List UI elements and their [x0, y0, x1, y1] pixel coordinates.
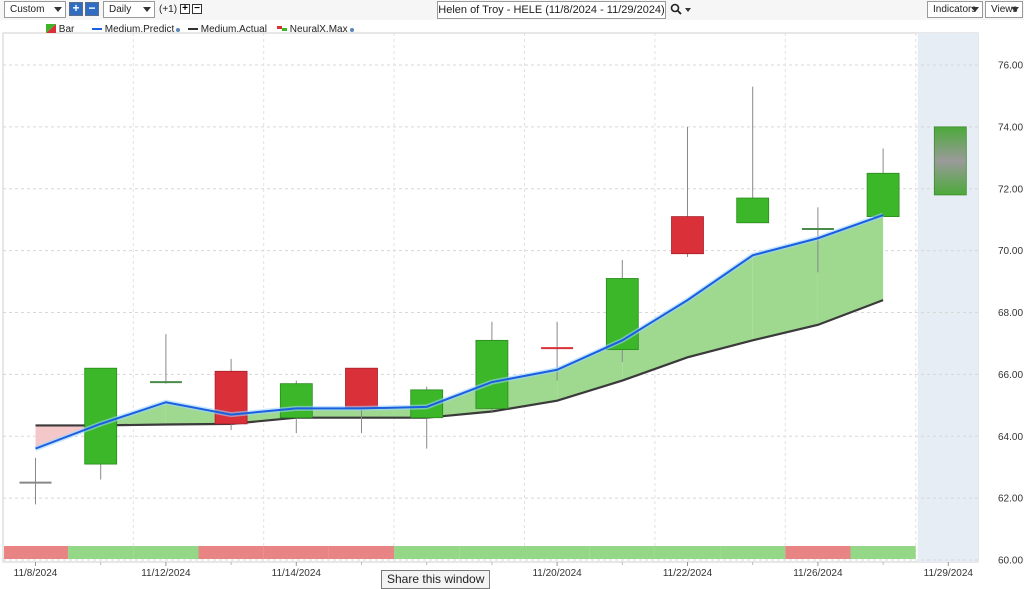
signal-segment-up	[459, 546, 525, 559]
y-tick-label: 74.00	[998, 122, 1023, 133]
indicators-label: Indicators	[933, 4, 977, 15]
search-dropdown-icon[interactable]	[685, 8, 691, 12]
signal-segment-up	[394, 546, 460, 559]
x-tick-label: 11/8/2024	[14, 568, 58, 579]
share-window-tooltip: Share this window	[381, 570, 491, 589]
legend-item-medium-actual[interactable]: Medium.Actual	[188, 24, 267, 36]
prediction-band	[817, 215, 884, 325]
signal-segment-up	[133, 546, 199, 559]
range-select[interactable]: Custom	[4, 1, 66, 18]
forecast-range-bar	[933, 126, 967, 196]
medium-predict-line	[35, 214, 884, 450]
y-tick-label: 68.00	[998, 308, 1023, 319]
legend-label: NeuralX.Max	[289, 24, 348, 35]
x-tick-label: 11/29/2024	[924, 568, 974, 579]
chevron-down-icon	[1011, 7, 1019, 12]
signal-segment-down	[198, 546, 264, 559]
candle-down	[345, 367, 378, 409]
prediction-band	[687, 255, 753, 358]
x-tick-label: 11/26/2024	[793, 568, 843, 579]
offset-increase-button[interactable]: +	[180, 4, 190, 14]
chart-title-field[interactable]: Helen of Troy - HELE (11/8/2024 - 11/29/…	[437, 1, 666, 19]
search-icon[interactable]	[670, 3, 682, 15]
forecast-region	[917, 33, 978, 562]
chevron-down-icon	[143, 7, 151, 12]
signal-segment-down	[328, 546, 395, 559]
signal-segment-down	[785, 546, 851, 559]
period-select-value: Daily	[109, 4, 132, 15]
views-button[interactable]: Views	[985, 1, 1023, 18]
line-legend-icon	[188, 28, 198, 30]
tooltip-text: Share this window	[387, 572, 485, 586]
legend-label: Medium.Actual	[200, 24, 267, 35]
x-tick-label: 11/22/2024	[663, 568, 713, 579]
legend-item-neuralx-max[interactable]: NeuralX.Max	[277, 24, 354, 36]
minus-icon: −	[194, 3, 200, 14]
x-tick-label: 11/20/2024	[532, 568, 582, 579]
signal-segment-up	[524, 546, 590, 559]
legend-item-bar[interactable]: Bar	[46, 24, 74, 36]
y-tick-label: 66.00	[998, 370, 1023, 381]
chart-title: Helen of Troy - HELE (11/8/2024 - 11/29/…	[438, 4, 665, 16]
bar-legend-icon	[46, 24, 56, 33]
zoom-in-button[interactable]: +	[69, 2, 83, 16]
legend-item-medium-predict[interactable]: Medium.Predict	[92, 24, 181, 36]
chevron-down-icon	[54, 7, 62, 12]
plus-icon: +	[182, 3, 188, 14]
offset-decrease-button[interactable]: −	[192, 4, 202, 14]
signal-segment-up	[68, 546, 134, 559]
y-tick-label: 70.00	[998, 246, 1023, 257]
line-legend-icon	[92, 28, 102, 30]
signal-segment-down	[4, 546, 69, 559]
neuralx-legend-icon	[277, 26, 287, 31]
signal-segment-up	[850, 546, 916, 559]
period-select[interactable]: Daily	[103, 1, 155, 18]
range-select-value: Custom	[10, 4, 45, 15]
signal-segment-down	[263, 546, 329, 559]
plus-icon: +	[72, 1, 80, 15]
settings-dot-icon[interactable]	[349, 28, 354, 32]
x-tick-label: 11/12/2024	[141, 568, 191, 579]
medium-actual-line	[35, 299, 884, 427]
signal-segment-up	[654, 546, 721, 559]
y-tick-label: 72.00	[998, 184, 1023, 195]
y-tick-label: 64.00	[998, 432, 1023, 443]
y-tick-label: 62.00	[998, 494, 1023, 505]
toolbar: Custom + − Daily (+1) + − Helen of Troy …	[0, 0, 1024, 20]
y-tick-label: 60.00	[998, 556, 1023, 567]
prediction-band	[557, 340, 623, 401]
indicators-button[interactable]: Indicators	[927, 1, 983, 18]
candle-up	[866, 172, 900, 217]
y-tick-label: 76.00	[998, 61, 1023, 72]
signal-segment-up	[720, 546, 786, 559]
chevron-down-icon	[971, 7, 979, 12]
legend-label: Medium.Predict	[104, 24, 175, 35]
x-tick-label: 11/14/2024	[272, 568, 322, 579]
candle-down	[671, 216, 704, 255]
candle-up	[475, 339, 509, 409]
signal-segment-up	[589, 546, 655, 559]
candle-up	[736, 197, 770, 224]
legend-label: Bar	[58, 24, 75, 35]
views-label: Views	[991, 4, 1018, 15]
offset-label: (+1)	[159, 4, 178, 15]
candle-up	[84, 367, 118, 465]
prediction-band	[752, 238, 818, 341]
zoom-out-button[interactable]: −	[85, 2, 99, 16]
settings-dot-icon[interactable]	[176, 28, 181, 32]
minus-icon: −	[88, 1, 96, 15]
candle-up	[279, 383, 313, 419]
prediction-band	[622, 300, 688, 381]
